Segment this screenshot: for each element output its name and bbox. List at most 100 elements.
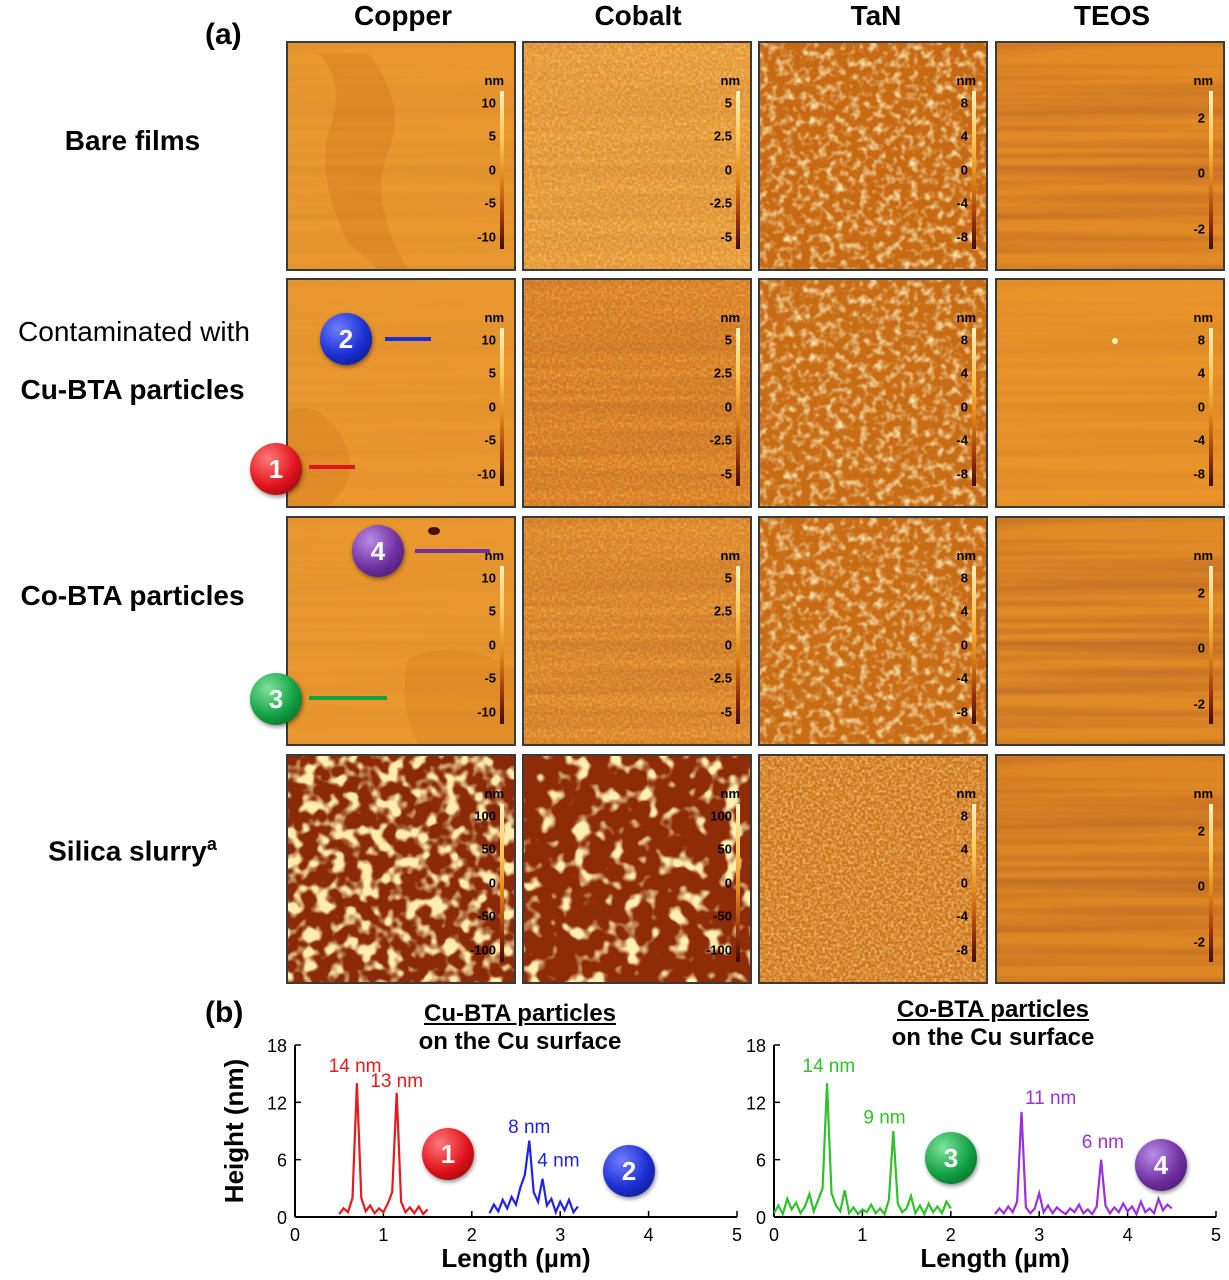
color-scale-bar: [972, 566, 976, 724]
scale-tick: 0: [724, 399, 732, 415]
peak-label: 14 nm: [802, 1056, 855, 1077]
y-tick-label: 12: [746, 1093, 766, 1113]
afm-image-cobalt-bare: nm 5 2.5 0 -2.5 -5: [522, 41, 752, 271]
scale-unit: nm: [956, 786, 977, 801]
profile-line-3: [309, 696, 387, 700]
afm-image-teos-bare: nm 2 0 -2: [995, 41, 1225, 271]
scale-tick: 8: [960, 332, 968, 348]
afm-image-tan-silica: nm 8 4 0 -4 -8: [758, 754, 988, 984]
scale-tick: -2.5: [709, 432, 732, 448]
profile-line-4: [415, 549, 490, 553]
scale-tick: -2: [1193, 221, 1205, 237]
scale-unit: nm: [720, 786, 741, 801]
scale-tick: -4: [956, 432, 968, 448]
x-tick-label: 0: [769, 1225, 779, 1245]
scale-tick: 8: [1197, 332, 1205, 348]
scale-tick: 5: [724, 570, 732, 586]
scale-tick: 2.5: [713, 603, 732, 619]
row-label-bare-films: Bare films: [64, 125, 201, 156]
panel-b-label: (b): [205, 996, 244, 1029]
scale-tick: -5: [720, 704, 732, 720]
row-label-contaminated-with: Contaminated with: [18, 316, 250, 347]
scale-tick: -4: [956, 670, 968, 686]
afm-texture: [997, 280, 1223, 506]
scale-tick: 0: [1197, 399, 1205, 415]
x-tick-label: 4: [1123, 1225, 1133, 1245]
x-axis-label: Length (µm): [920, 1243, 1069, 1273]
scale-tick: 0: [488, 399, 496, 415]
scale-tick: -50: [713, 908, 732, 924]
scale-tick: 8: [960, 808, 968, 824]
marker-badge-1: 1: [250, 443, 302, 495]
y-tick-label: 6: [756, 1151, 766, 1171]
scale-tick: 2: [1197, 585, 1205, 601]
scale-tick: -50: [477, 908, 496, 924]
afm-image-copper-bare: nm 10 5 0 -5 -10: [286, 41, 516, 271]
scale-tick: -8: [956, 466, 968, 482]
scale-tick: -2: [1193, 696, 1205, 712]
scale-unit: nm: [956, 548, 977, 563]
row-label-silica-slurry: Silica slurrya: [0, 834, 265, 867]
scale-tick: 10: [481, 570, 496, 586]
scale-unit: nm: [1193, 310, 1214, 325]
peak-label: 4 nm: [537, 1150, 579, 1171]
afm-image-cobalt-cu-bta: nm 5 2.5 0 -2.5 -5: [522, 278, 752, 508]
scale-tick: 0: [960, 162, 968, 178]
scale-tick: 2.5: [713, 365, 732, 381]
scale-tick: 100: [474, 808, 496, 824]
afm-image-cobalt-silica: nm 100 50 0 -50 -100: [522, 754, 752, 984]
color-scale-bar: [736, 804, 740, 962]
afm-texture: [997, 43, 1223, 269]
x-tick-label: 1: [378, 1225, 388, 1245]
afm-image-copper-cu-bta: nm 10 5 0 -5 -10: [286, 278, 516, 508]
peak-label: 14 nm: [329, 1056, 382, 1077]
scale-tick: 4: [960, 603, 968, 619]
scale-tick: 0: [488, 637, 496, 653]
scale-tick: 5: [724, 95, 732, 111]
x-tick-label: 4: [644, 1225, 654, 1245]
afm-texture: [760, 280, 986, 506]
scale-tick: 0: [488, 162, 496, 178]
series-line-3: [773, 1083, 952, 1218]
series-line-2: [488, 1140, 579, 1216]
marker-badge-3: 3: [250, 673, 302, 725]
afm-image-tan-co-bta: nm 8 4 0 -4 -8: [758, 516, 988, 746]
chart-title-left-line2: on the Cu surface: [418, 1028, 622, 1055]
afm-image-teos-silica: nm 2 0 -2: [995, 754, 1225, 984]
scale-tick: -100: [469, 942, 496, 958]
scale-tick: -5: [484, 670, 496, 686]
scale-tick: 2.5: [713, 128, 732, 144]
chart-title-right-line2: on the Cu surface: [891, 1024, 1095, 1051]
scale-tick: -5: [720, 229, 732, 245]
y-tick-label: 0: [277, 1208, 287, 1228]
afm-texture: [997, 518, 1223, 744]
x-tick-label: 2: [946, 1225, 956, 1245]
y-tick-label: 0: [756, 1208, 766, 1228]
y-tick-label: 12: [267, 1093, 287, 1113]
chart-marker-badge-1: 1: [422, 1128, 474, 1180]
scale-tick: -8: [956, 942, 968, 958]
scale-unit: nm: [720, 73, 741, 88]
scale-tick: -8: [1193, 466, 1205, 482]
chart-marker-badge-2: 2: [603, 1145, 655, 1197]
afm-image-copper-silica: nm 100 50 0 -50 -100: [286, 754, 516, 984]
x-tick-label: 5: [732, 1225, 742, 1245]
row-label-cu-bta: Cu-BTA particles: [20, 374, 245, 405]
afm-texture: [288, 756, 514, 982]
scale-tick: -100: [705, 942, 732, 958]
scale-tick: -8: [956, 704, 968, 720]
afm-texture: [760, 518, 986, 744]
scale-unit: nm: [956, 310, 977, 325]
scale-tick: -5: [484, 195, 496, 211]
color-scale-bar: [972, 328, 976, 486]
scale-tick: 0: [960, 399, 968, 415]
afm-image-tan-bare: nm 8 4 0 -4 -8: [758, 41, 988, 271]
scale-unit: nm: [1193, 548, 1214, 563]
chart-title-right-line1: Co-BTA particles: [896, 996, 1090, 1023]
color-scale-bar: [500, 566, 504, 724]
x-tick-label: 0: [290, 1225, 300, 1245]
scale-tick: 2: [1197, 110, 1205, 126]
chart-marker-badge-3: 3: [925, 1132, 977, 1184]
